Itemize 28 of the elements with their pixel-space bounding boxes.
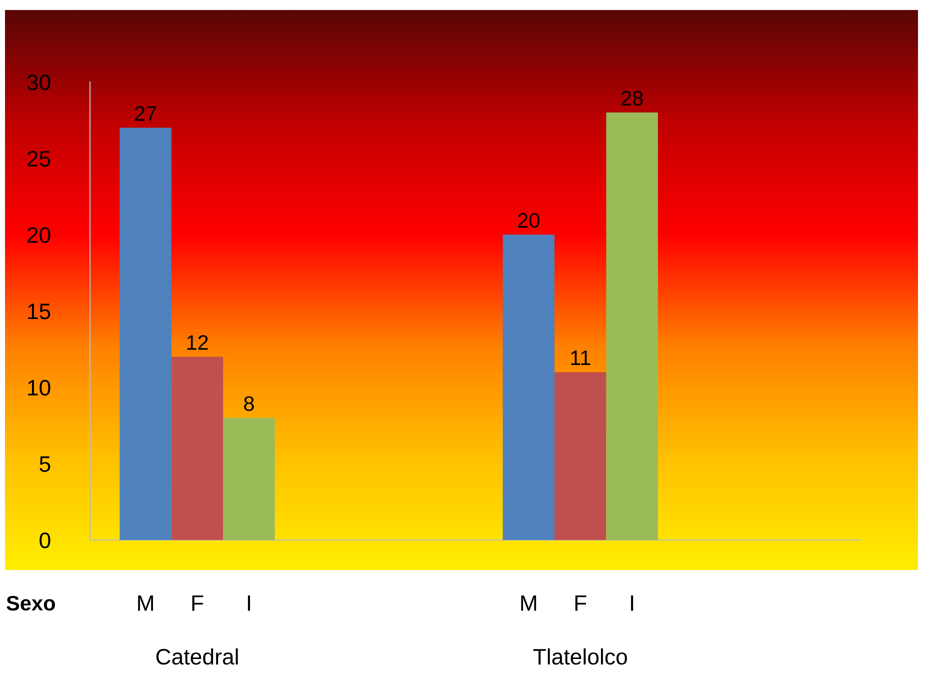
data-label: 27 — [135, 106, 156, 121]
data-label: 11 — [571, 350, 590, 365]
data-label: 12 — [187, 335, 208, 350]
text: I — [631, 595, 634, 611]
y-tick-label: 10 — [28, 380, 50, 396]
bar — [171, 356, 224, 540]
text: I — [248, 595, 250, 611]
bar — [554, 372, 606, 540]
text: F — [192, 595, 204, 611]
y-tick-label: 15 — [28, 304, 50, 320]
data-label: 28 — [622, 90, 643, 106]
bar — [606, 112, 658, 540]
y-tick-label: 0 — [40, 532, 50, 548]
text: F — [575, 595, 586, 611]
y-tick-label: 20 — [28, 227, 50, 243]
y-tick-label: 30 — [27, 74, 50, 90]
y-tick-label: 25 — [28, 150, 50, 167]
y-tick-label: 5 — [40, 456, 50, 472]
text: Sexo — [6, 596, 55, 611]
data-label: 20 — [518, 213, 540, 228]
bar — [223, 418, 275, 540]
x-tick-label: Tlatelolco — [533, 648, 627, 665]
text: M — [521, 595, 536, 611]
bar — [120, 128, 172, 540]
x-tick-label: Catedral — [156, 648, 238, 665]
bar — [502, 234, 554, 540]
data-label: 8 — [244, 396, 254, 411]
text: M — [138, 595, 153, 611]
